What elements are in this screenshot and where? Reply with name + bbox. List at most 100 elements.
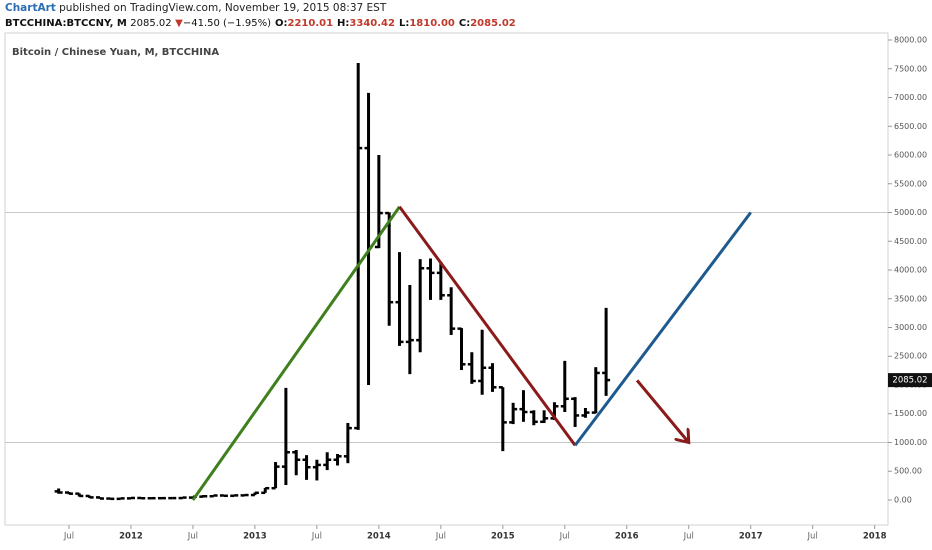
ohlc-bar [457,327,466,371]
ohlc-bar [209,494,218,498]
ohlc-bar [85,494,94,499]
ohlc-value: 2085.02 [470,18,516,29]
ohlc-bar [261,486,270,495]
ohlc-bar [106,497,115,501]
y-tick-label: 4000.00 [894,266,927,275]
ohlc-bar [302,455,311,480]
ohlc-bar [509,402,518,425]
x-tick-label: Jul [807,532,818,542]
ohlc-bar [64,491,73,495]
ohlc-bar [374,155,383,249]
ohlc-bar [385,211,394,326]
ohlc-bar [571,397,580,427]
x-tick-label: Jul [435,532,446,542]
ohlc-bar [240,493,249,497]
trend-line [573,211,752,447]
ohlc-bar [281,387,290,486]
ohlc-bar [137,496,146,500]
ohlc-label: C: [458,18,471,29]
x-tick-label: Jul [683,532,694,542]
ohlc-bar [250,491,259,497]
x-tick-label: 2013 [243,532,267,542]
ohlc-value: 3340.42 [349,18,395,29]
y-tick-label: 1000.00 [894,438,927,447]
x-tick-label: 2012 [119,532,143,542]
ohlc-bar [271,462,280,490]
ohlc-bar [488,363,497,392]
change: −41.50 (−1.95%) [182,18,271,29]
ohlc-value: 2210.01 [287,18,334,29]
y-tick-label: 5000.00 [894,208,927,217]
x-tick-label: Jul [311,532,322,542]
ohlc-bar [405,284,414,375]
ohlc-bar [416,259,425,353]
last-price-label: 2085.02 [892,376,927,386]
symbol: BTCCHINA:BTCCNY, M [5,18,127,29]
y-tick-label: 6000.00 [894,151,927,160]
y-tick-label: 7000.00 [894,93,927,102]
x-tick-label: 2014 [367,532,391,542]
trend-line [398,205,577,447]
last-price: 2085.02 [130,18,172,29]
y-tick-label: 2500.00 [894,352,927,361]
y-tick-label: 0.00 [894,495,912,504]
ohlc-bar [312,459,321,481]
x-tick-label: 2018 [863,532,887,542]
y-tick-label: 7500.00 [894,64,927,73]
x-tick-label: Jul [187,532,198,542]
change-arrow: ▼ [175,18,183,29]
ohlc-bar [591,367,600,414]
x-tick-label: 2015 [491,532,515,542]
ohlc-bar [498,386,507,452]
author[interactable]: ChartArt [5,2,56,14]
ohlc-bar [95,496,104,500]
ohlc-bar [333,453,342,466]
x-tick-label: Jul [559,532,570,542]
y-tick-label: 4500.00 [894,237,927,246]
ohlc-bar [364,92,373,385]
ohlc-bar [540,410,549,424]
ohlc-bar [230,494,239,498]
x-tick-label: Jul [63,532,74,542]
y-tick-label: 1500.00 [894,409,927,418]
ohlc-bar [519,390,528,422]
ohlc-bar [126,496,135,500]
ohlc-bar [199,495,208,498]
y-tick-label: 3500.00 [894,294,927,303]
ohlc-bar [219,494,228,498]
ohlc-bar [529,410,538,426]
symbol-line: BTCCHINA:BTCCNY, M 2085.02 ▼−41.50 (−1.9… [5,18,516,29]
ohlc-bar [478,329,487,395]
published: published on TradingView.com, November 1… [59,2,387,14]
ohlc-bar [467,352,476,384]
ohlc-bar [354,63,363,430]
ohlc-bar [75,492,84,498]
x-tick-label: 2016 [615,532,639,542]
ohlc-bar [560,360,569,413]
y-tick-label: 6500.00 [894,122,927,131]
ohlc-label: H: [337,18,350,29]
last-price-box [888,373,932,388]
chart-title: Bitcoin / Chinese Yuan, M, BTCCHINA [12,47,219,58]
ohlc-bar [581,407,590,418]
ohlc-bar [54,488,63,494]
trend-line [191,205,401,501]
plot-frame [4,32,889,526]
ohlc-label: L: [398,18,410,29]
ohlc-bar [447,287,456,335]
ohlc-value: 1810.00 [409,18,455,29]
y-tick-label: 3000.00 [894,323,927,332]
ohlc-values: O:2210.01 H:3340.42 L:1810.00 C:2085.02 [271,18,516,29]
ohlc-bar [395,252,404,346]
y-tick-label: 5500.00 [894,179,927,188]
ohlc-bar [292,449,301,476]
y-tick-label: 8000.00 [894,36,927,45]
x-tick-label: 2017 [739,532,763,542]
ohlc-bar [343,422,352,464]
publish-line: ChartArt published on TradingView.com, N… [5,2,386,14]
arrow-drawing [635,379,689,442]
ohlc-bar [602,307,611,396]
ohlc-bar [116,497,125,501]
